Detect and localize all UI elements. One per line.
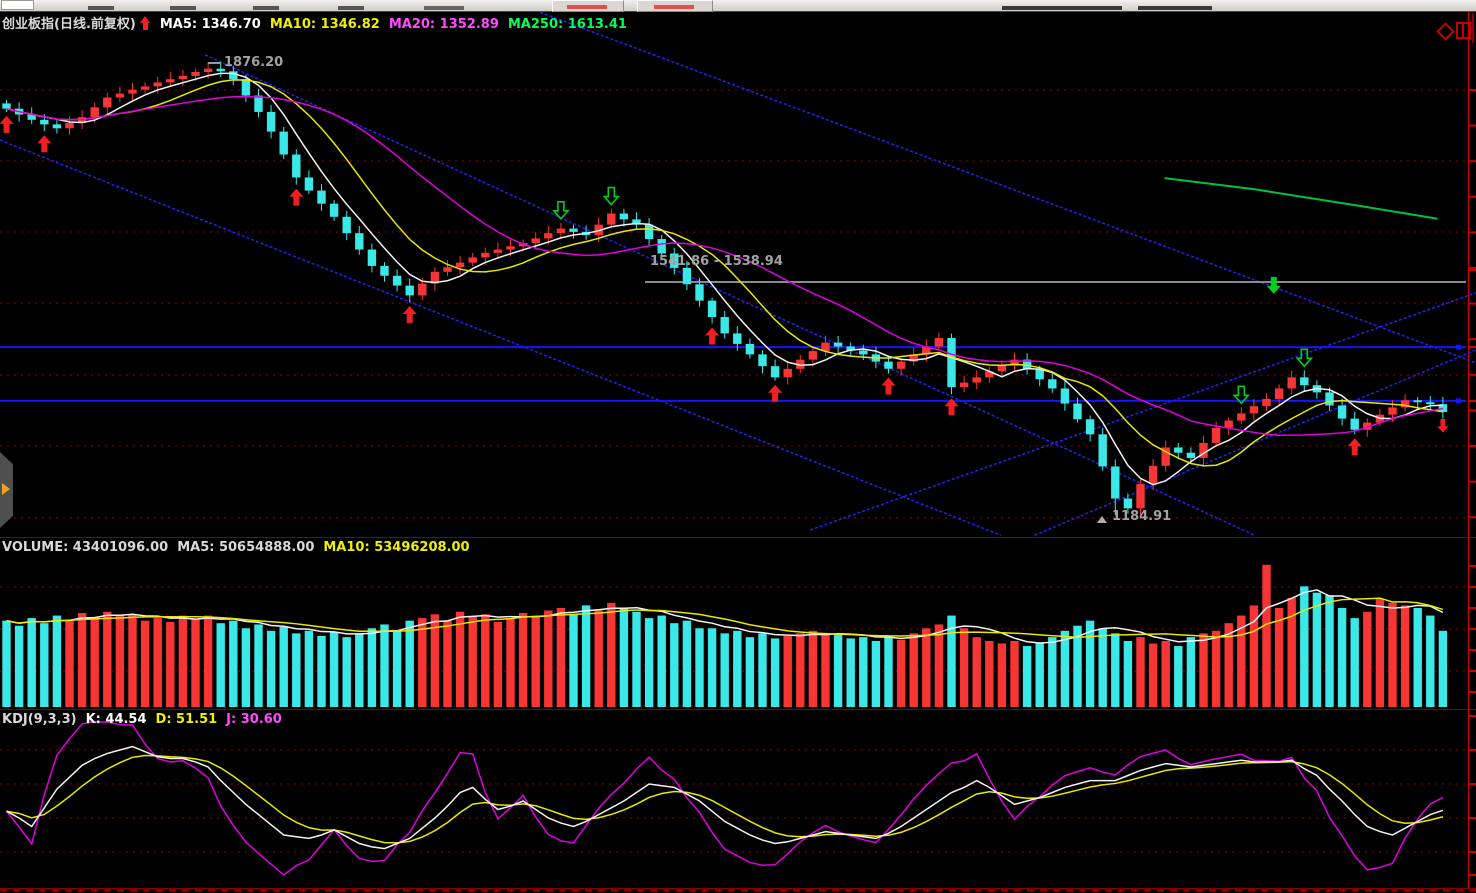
volume-ma10-label: MA10: 53496208.00 (323, 540, 470, 555)
toolbar-button-2-label-fragment (654, 5, 694, 9)
main-chart-header: 创业板指(日线.前复权) MA5: 1346.70 MA10: 1346.82 MA2… (2, 13, 636, 32)
toolbar-button-2[interactable] (637, 0, 713, 12)
kdj-title: KDJ(9,3,3) (2, 712, 77, 727)
top-toolbar (0, 0, 1476, 12)
kdj-j-label: J: 30.60 (226, 712, 282, 727)
peak-tick-icon (208, 62, 220, 64)
split-grid-icon[interactable] (1456, 22, 1471, 39)
window-edge-line (1472, 13, 1474, 43)
peak-price-label: 1876.20 (224, 55, 284, 70)
kdj-header: KDJ(9,3,3) K: 44.54 D: 51.51 J: 30.60 (2, 712, 291, 727)
toolbar-menu-fragment[interactable] (253, 6, 279, 10)
low-marker-icon (1097, 516, 1107, 523)
trend-up-icon (139, 16, 151, 30)
left-panel-expander[interactable] (0, 452, 13, 528)
volume-label: VOLUME: 43401096.00 (2, 540, 169, 555)
kdj-k-label: K: 44.54 (85, 712, 147, 727)
ma5-label: MA5: 1346.70 (159, 17, 261, 32)
toolbar-menu-fragment[interactable] (1138, 6, 1212, 10)
toolbar-start-box[interactable] (1, 0, 34, 10)
volume-header: VOLUME: 43401096.00 MA5: 50654888.00 MA10:… (2, 540, 479, 555)
toolbar-menu-fragment[interactable] (88, 6, 114, 10)
toolbar-menu-fragment[interactable] (424, 6, 464, 10)
expander-arrow-icon (2, 483, 10, 495)
low-price-label: 1184.91 (1112, 509, 1172, 524)
toolbar-menu-fragment[interactable] (338, 6, 364, 10)
ma250-label: MA250: 1613.41 (507, 17, 627, 32)
toolbar-button-1-label-fragment (567, 5, 607, 9)
volume-ma5-label: MA5: 50654888.00 (177, 540, 315, 555)
toolbar-menu-fragment[interactable] (1002, 6, 1122, 10)
ma10-label: MA10: 1346.82 (269, 17, 380, 32)
ma20-label: MA20: 1352.89 (388, 17, 499, 32)
toolbar-menu-fragment[interactable] (170, 6, 196, 10)
gap-range-label: 1541.86 - 1538.94 (650, 254, 783, 269)
toolbar-button-1[interactable] (552, 0, 624, 12)
kdj-d-label: D: 51.51 (155, 712, 218, 727)
chart-title: 创业板指(日线.前复权) (2, 17, 136, 32)
